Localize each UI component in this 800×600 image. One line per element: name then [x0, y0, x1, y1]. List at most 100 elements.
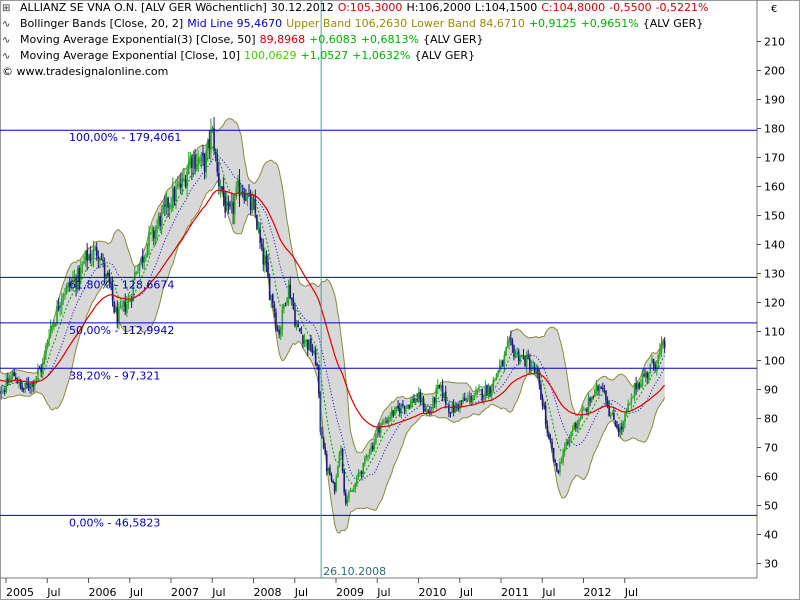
candle-body	[57, 306, 60, 309]
candle-body	[454, 404, 457, 413]
candle-body	[211, 127, 214, 132]
candle-body	[335, 476, 338, 491]
candle-body	[53, 324, 55, 328]
candle-body	[368, 451, 371, 456]
candle-body	[168, 204, 171, 210]
candle-body	[149, 232, 152, 234]
x-tick-label: Jul	[459, 586, 473, 599]
y-tick-label: 130	[764, 268, 785, 281]
copyright-text: © www.tradesignalonline.com	[2, 65, 169, 78]
fib-level-label: 100,00% - 179,4061	[69, 131, 181, 144]
candle-body	[484, 386, 487, 397]
candle-body	[10, 376, 12, 381]
header-line-bollinger: ∿ Bollinger Bands [Close, 20, 2] Mid Line …	[2, 16, 707, 33]
candle-body	[49, 325, 52, 336]
candle-body	[541, 399, 544, 406]
bollinger-tag: {ALV GER}	[642, 17, 704, 30]
candle-body	[40, 368, 42, 373]
candle-body	[367, 455, 369, 457]
candle-body	[436, 385, 439, 389]
candle-body	[114, 308, 117, 313]
x-tick-label: 2008	[254, 586, 282, 599]
candle-body	[251, 201, 253, 212]
candle-body	[18, 379, 20, 383]
ema50-tag: {ALV GER}	[422, 33, 484, 46]
candle-body	[172, 188, 174, 207]
candle-body	[106, 272, 109, 276]
candle-body	[548, 432, 550, 439]
candle-body	[517, 351, 520, 362]
candle-body	[652, 359, 655, 365]
candle-body	[522, 356, 525, 358]
candle-body	[70, 281, 73, 287]
candle-body	[392, 410, 395, 416]
candle-body	[624, 413, 626, 423]
bollinger-upper-line	[0, 118, 666, 454]
candle-body	[121, 306, 123, 308]
candle-body	[86, 250, 88, 262]
candle-body	[329, 467, 331, 476]
candle-body	[230, 201, 233, 206]
candle-body	[571, 429, 574, 432]
candle-body	[19, 379, 22, 386]
x-tick-label: Jul	[624, 586, 638, 599]
candle-body	[425, 410, 428, 412]
candle-body	[254, 199, 257, 214]
candle-body	[275, 312, 277, 330]
candle-body	[351, 491, 353, 493]
ema50-line	[0, 189, 666, 428]
candle-body	[186, 171, 188, 187]
candle-body	[348, 492, 350, 499]
candle-body	[594, 389, 596, 398]
candle-body	[222, 186, 225, 198]
candle-body	[344, 492, 347, 504]
candle-body	[513, 345, 515, 357]
y-tick-label: 70	[764, 442, 778, 455]
candle-body	[514, 354, 517, 358]
candle-body	[99, 258, 101, 261]
candle-body	[29, 387, 31, 389]
candle-body	[157, 216, 160, 224]
candle-body	[34, 380, 36, 387]
y-tick-label: 120	[764, 297, 785, 310]
candle-body	[559, 462, 561, 473]
candle-body	[657, 354, 660, 365]
candle-body	[259, 229, 261, 243]
y-tick-label: 30	[764, 558, 778, 571]
candle-body	[308, 339, 311, 351]
x-tick-label: 2012	[584, 586, 612, 599]
candle-body	[175, 187, 177, 202]
candle-body	[154, 230, 157, 239]
candle-body	[530, 368, 533, 372]
candle-body	[375, 434, 377, 444]
candle-body	[506, 341, 509, 347]
candle-body	[552, 448, 555, 461]
candle-body	[26, 382, 28, 385]
candle-body	[218, 172, 220, 187]
candle-body	[252, 200, 255, 202]
ema50-chg: +0,6083	[309, 33, 357, 46]
candle-body	[262, 248, 265, 265]
candle-body	[116, 307, 119, 324]
candle-body	[179, 184, 182, 188]
candle-body	[483, 395, 485, 400]
candle-body	[78, 267, 81, 282]
y-tick-label: 110	[764, 326, 785, 339]
candle-body	[614, 420, 617, 426]
symbol-title: ALLIANZ SE VNA O.N. [ALV GER Wöchentlich…	[20, 1, 267, 14]
bar-date: 30.12.2012	[270, 1, 334, 14]
candle-body	[160, 209, 163, 226]
candle-body	[467, 398, 469, 400]
candle-body	[435, 388, 438, 404]
y-tick-label: 50	[764, 500, 778, 513]
candle-body	[636, 383, 639, 391]
candle-body	[394, 407, 396, 416]
candle-body	[281, 309, 284, 329]
candle-body	[592, 396, 595, 398]
candle-body	[219, 187, 222, 189]
candle-body	[124, 302, 127, 312]
candle-body	[555, 463, 558, 471]
candle-body	[648, 372, 650, 380]
candle-body	[468, 395, 471, 398]
